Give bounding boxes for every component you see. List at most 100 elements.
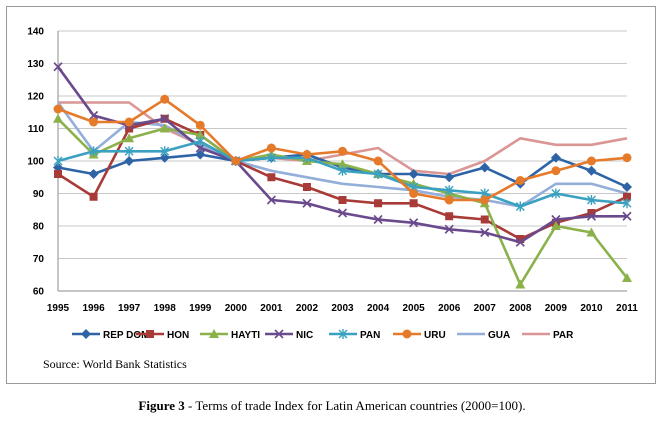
legend-swatch-marker: [402, 329, 412, 339]
data-point-hayti: [622, 273, 632, 282]
y-tick-label: 140: [27, 27, 44, 38]
data-point-hon: [516, 235, 525, 243]
y-tick-label: 100: [27, 157, 44, 168]
data-point-nic: [622, 211, 632, 221]
legend-label: REP DOM: [103, 330, 150, 341]
x-tick-label: 1996: [82, 303, 105, 314]
x-tick-label: 2005: [403, 303, 426, 314]
data-point-nic: [373, 214, 383, 225]
data-point-rep-dom: [408, 169, 419, 179]
data-point-hayti: [586, 227, 597, 237]
x-tick-label: 1998: [154, 303, 177, 314]
data-point-hon: [338, 196, 347, 204]
data-point-nic: [53, 62, 63, 72]
marker-stroke: [195, 143, 205, 153]
data-point-nic: [266, 195, 276, 205]
legend-label: NIC: [296, 330, 313, 341]
data-point-pan: [622, 198, 632, 209]
data-point-pan: [515, 201, 525, 212]
x-tick-label: 2010: [580, 303, 603, 314]
data-point-hon: [623, 192, 631, 201]
data-point-rep-dom: [622, 182, 632, 192]
marker-stroke: [515, 237, 525, 247]
marker-stroke: [551, 214, 561, 225]
data-point-hon: [89, 192, 98, 201]
data-point-uru: [231, 156, 241, 166]
series-line-gua: [56, 101, 628, 208]
data-point-pan: [338, 165, 347, 176]
legend-label: PAR: [553, 330, 574, 341]
y-tick-label: 110: [28, 124, 45, 135]
data-point-hayti: [195, 130, 206, 139]
data-point-hon: [587, 209, 596, 217]
y-tick-label: 90: [33, 189, 45, 200]
legend-swatch-marker: [81, 329, 91, 339]
data-point-hon: [125, 124, 134, 133]
marker-stroke: [480, 227, 490, 238]
data-point-nic: [409, 218, 419, 228]
data-point-rep-dom: [159, 152, 170, 163]
data-point-nic: [551, 214, 561, 225]
data-point-uru: [409, 189, 419, 198]
marker-stroke: [274, 329, 284, 339]
data-point-nic: [337, 208, 348, 218]
legend-item-hayti: HAYTI: [200, 329, 260, 341]
data-point-hon: [480, 215, 489, 224]
legend-swatch-marker: [338, 329, 348, 339]
data-point-uru: [338, 146, 347, 156]
legend-label: GUA: [488, 330, 510, 341]
legend-swatch-marker: [146, 330, 154, 338]
figure-caption-text: - Terms of trade Index for Latin America…: [184, 398, 526, 413]
marker-stroke: [373, 214, 383, 225]
marker-stroke: [337, 208, 348, 218]
x-tick-label: 2002: [296, 303, 319, 314]
data-point-hon: [409, 199, 418, 208]
legend-swatch-marker: [274, 329, 284, 339]
y-tick-label: 130: [27, 59, 44, 70]
marker-stroke: [53, 62, 63, 72]
x-tick-label: 2009: [545, 303, 568, 314]
legend-item-nic: NIC: [265, 329, 313, 341]
data-point-rep-dom: [195, 149, 206, 160]
marker-stroke: [409, 218, 419, 228]
legend-label: URU: [424, 330, 446, 341]
data-point-uru: [266, 143, 276, 153]
x-tick-label: 2011: [616, 303, 638, 314]
legend-swatch-marker: [209, 329, 219, 338]
series-gua: [56, 101, 628, 208]
x-tick-label: 2007: [474, 303, 497, 314]
x-tick-label: 2008: [509, 303, 532, 314]
data-point-uru: [480, 195, 490, 205]
data-point-rep-dom: [550, 152, 561, 163]
legend-label: HON: [167, 330, 189, 341]
series-pan: [53, 136, 632, 212]
legend-item-hon: HON: [136, 330, 189, 341]
marker-stroke: [160, 114, 170, 124]
data-point-uru: [373, 156, 383, 166]
x-tick-label: 1997: [118, 303, 141, 314]
data-point-hon: [374, 199, 383, 208]
data-point-nic: [302, 198, 312, 208]
legend-item-par: PAR: [522, 330, 574, 341]
data-point-hon: [54, 170, 62, 178]
data-point-hayti: [515, 279, 526, 289]
legend-item-rep-dom: REP DOM: [72, 329, 150, 341]
data-point-uru: [551, 166, 561, 176]
data-point-pan: [444, 185, 454, 196]
marker-stroke: [88, 110, 99, 121]
data-point-hayti: [53, 113, 63, 123]
data-point-hayti: [550, 221, 561, 230]
data-point-uru: [622, 153, 632, 163]
x-tick-label: 1999: [189, 303, 212, 314]
data-point-uru: [124, 117, 134, 127]
data-point-uru: [89, 117, 99, 127]
data-point-pan: [373, 169, 383, 179]
data-point-uru: [444, 195, 454, 205]
series-uru: [53, 94, 632, 205]
data-point-uru: [302, 150, 312, 159]
data-point-pan: [53, 156, 63, 166]
data-point-pan: [586, 195, 596, 205]
series-line-hon: [57, 117, 628, 241]
data-point-nic: [160, 114, 170, 124]
